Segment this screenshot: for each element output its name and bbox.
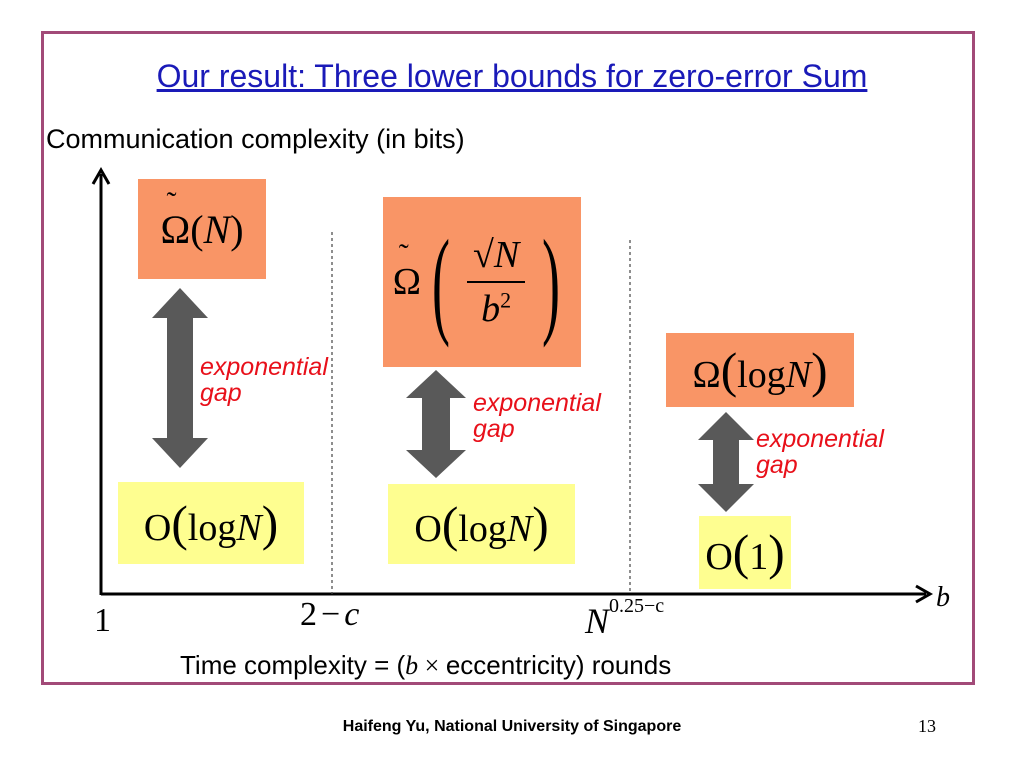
gap-arrow-3 [698, 412, 754, 512]
x-axis-arrowhead [915, 584, 934, 604]
lower-bound-box-2: Ω ˜ ( √N b2 ) [383, 197, 581, 367]
upper-bound-box-1: O(logN) [118, 482, 304, 564]
gap-arrow-2 [406, 370, 466, 478]
upper-bound-formula-2: O(logN) [414, 496, 549, 552]
upper-bound-formula-3: O(1) [705, 525, 785, 580]
tick-2-minus-c: 2− c [300, 596, 360, 633]
slide-footer: Haifeng Yu, National University of Singa… [342, 718, 682, 735]
tick-origin: 1 [94, 602, 111, 639]
slide-frame [41, 31, 975, 685]
y-axis-label: Communication complexity (in bits) [46, 124, 465, 154]
x-axis-label: Time complexity = (b × eccentricity) rou… [180, 650, 672, 680]
lower-bound-formula-1: Ω ˜ (N) [160, 185, 244, 252]
upper-bound-formula-1: O(logN) [143, 495, 279, 551]
x-axis-variable-b: b [936, 582, 950, 613]
gap-arrow-1 [152, 288, 208, 468]
gap-label-1: exponential gap [200, 353, 328, 407]
gap-label-3: exponential gap [756, 425, 884, 479]
tick-n-power: N0.25−c [585, 595, 665, 641]
upper-bound-box-3: O(1) [699, 516, 791, 589]
page-number: 13 [918, 716, 936, 736]
lower-bound-box-1: Ω ˜ (N) [138, 179, 266, 279]
lower-bound-box-3: Ω(logN) [666, 333, 854, 407]
lower-bound-formula-2: Ω ˜ ( √N b2 ) [392, 215, 561, 348]
upper-bound-box-2: O(logN) [388, 484, 575, 564]
slide-title: Our result: Three lower bounds for zero-… [156, 58, 868, 94]
lower-bound-formula-3: Ω(logN) [692, 342, 828, 398]
gap-label-2: exponential gap [473, 389, 601, 443]
y-axis-arrowhead [91, 166, 111, 185]
